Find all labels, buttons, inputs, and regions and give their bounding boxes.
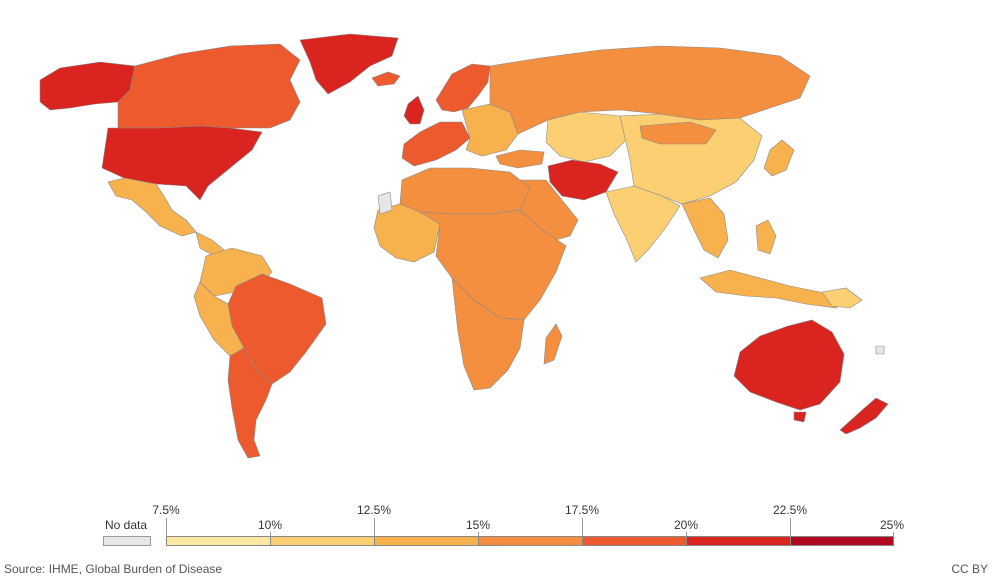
legend-band-20-22-5 [686,536,791,546]
region-scandinavia[interactable] [435,63,491,113]
legend-tick-25: 25% [879,518,905,532]
legend-tick-22-5: 22.5% [772,503,808,517]
region-papua-new-guinea[interactable] [821,287,863,309]
legend-tick-line-12-5 [374,518,375,536]
region-north-africa[interactable] [399,167,531,215]
region-japan[interactable] [763,139,795,177]
region-iceland[interactable] [371,71,401,87]
region-west-africa[interactable] [373,203,441,263]
license-link[interactable]: CC BY [951,562,988,576]
legend-no-data-box [103,536,151,546]
legend-tick-line-22-5 [790,518,791,536]
legend-tick-15: 15% [465,518,491,532]
region-greenland[interactable] [299,33,399,95]
legend-tick-line-25 [893,532,894,536]
region-western-sahara[interactable] [377,191,393,215]
region-argentina-chile[interactable] [227,347,273,459]
legend-no-data-label: No data [105,518,148,532]
legend-band-12-5-15 [374,536,479,546]
legend-band-7-5-10 [166,536,271,546]
legend-tick-line-17-5 [582,518,583,536]
region-southern-africa[interactable] [451,277,525,391]
legend-tick-17-5: 17.5% [564,503,600,517]
region-uk-ireland[interactable] [403,95,425,125]
region-madagascar[interactable] [543,323,563,365]
map-svg [39,33,889,459]
legend-tick-12-5: 12.5% [356,503,392,517]
region-tasmania[interactable] [793,411,807,423]
legend: No data [0,500,994,550]
region-philippines[interactable] [755,219,777,255]
legend-tick-line-15 [478,532,479,536]
region-new-caledonia[interactable] [875,345,885,355]
legend-band-15-17-5 [478,536,583,546]
region-central-east-africa[interactable] [419,209,567,321]
region-indonesia[interactable] [699,269,847,309]
legend-tick-line-20 [686,532,687,536]
legend-band-17-5-20 [582,536,687,546]
legend-tick-line-7-5 [166,518,167,536]
region-southeast-asia[interactable] [681,197,729,259]
region-kazakhstan-central-asia[interactable] [545,111,631,163]
source-credit[interactable]: Source: IHME, Global Burden of Disease [4,562,223,576]
region-mongolia[interactable] [639,121,717,145]
legend-tick-line-10 [270,532,271,536]
legend-tick-10: 10% [257,518,283,532]
legend-band-22-5-25 [790,536,894,546]
region-mexico[interactable] [107,177,197,237]
region-new-zealand[interactable] [839,397,889,435]
region-australia[interactable] [733,319,845,411]
legend-band-10-12-5 [270,536,375,546]
region-canada[interactable] [117,43,301,129]
legend-tick-20: 20% [673,518,699,532]
world-choropleth-map [39,33,889,459]
legend-tick-7-5: 7.5% [152,503,180,517]
region-turkey[interactable] [495,149,545,169]
region-western-europe[interactable] [401,121,471,167]
